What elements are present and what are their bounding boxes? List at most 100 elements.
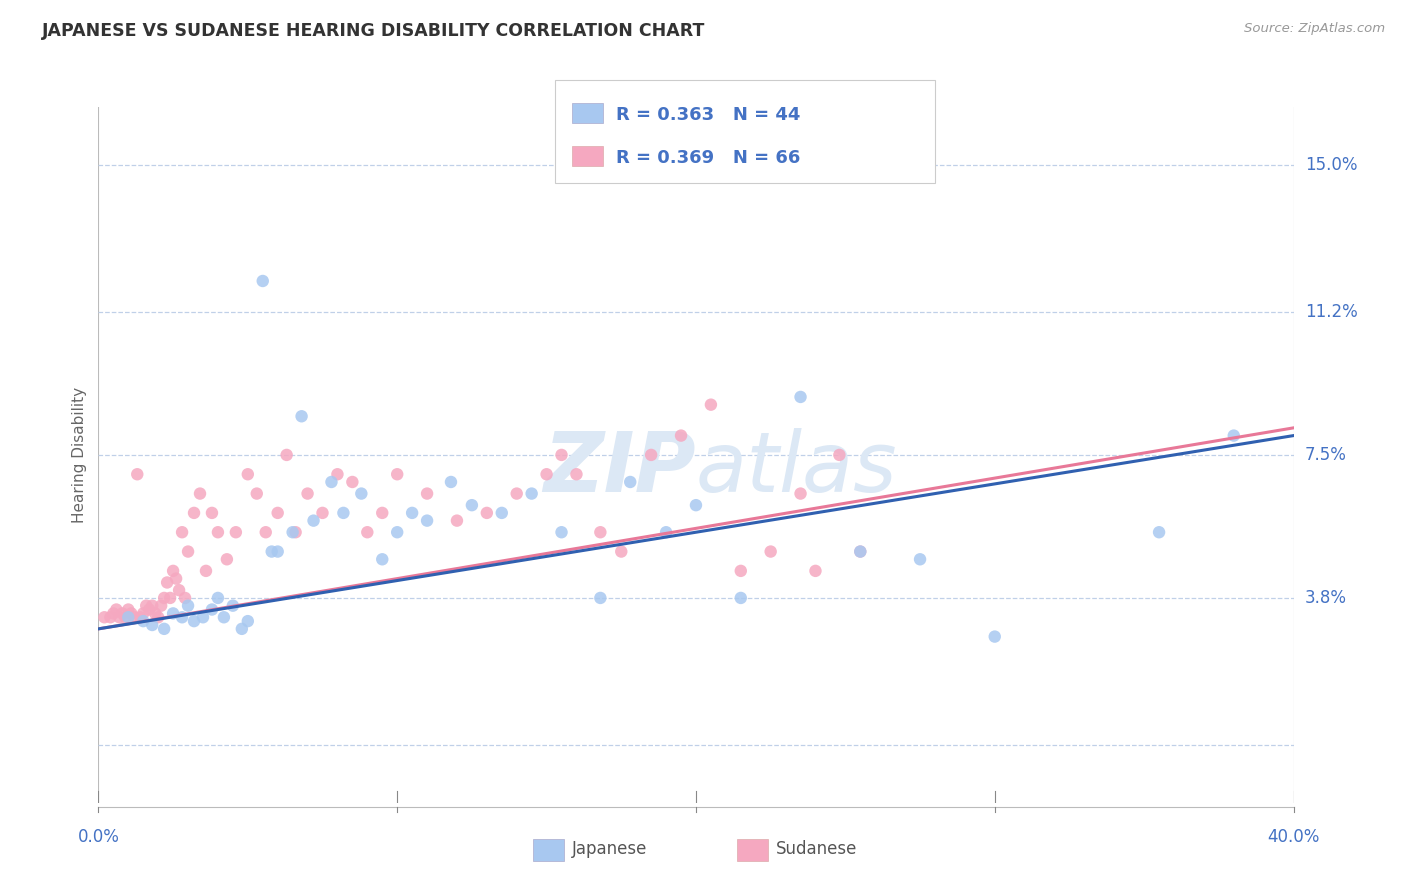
- Point: [132, 614, 155, 628]
- Point: [174, 591, 197, 605]
- Point: [141, 599, 163, 613]
- Point: [350, 486, 373, 500]
- Point: [260, 544, 283, 558]
- Point: [246, 486, 269, 500]
- Point: [127, 467, 149, 482]
- Point: [685, 498, 707, 512]
- Point: [143, 607, 166, 621]
- Point: [983, 630, 1005, 644]
- Point: [207, 591, 229, 605]
- Point: [98, 610, 122, 624]
- Text: R = 0.363   N = 44: R = 0.363 N = 44: [616, 106, 800, 124]
- Point: [290, 409, 312, 424]
- Point: [371, 552, 394, 566]
- Point: [356, 525, 378, 540]
- Point: [550, 525, 572, 540]
- Point: [1147, 525, 1170, 540]
- Point: [789, 486, 811, 500]
- Point: [565, 467, 588, 482]
- Point: [138, 602, 160, 616]
- Point: [491, 506, 513, 520]
- Point: [461, 498, 484, 512]
- Text: atlas: atlas: [696, 428, 897, 509]
- Point: [385, 467, 409, 482]
- Point: [150, 599, 173, 613]
- Text: JAPANESE VS SUDANESE HEARING DISABILITY CORRELATION CHART: JAPANESE VS SUDANESE HEARING DISABILITY …: [42, 22, 706, 40]
- Point: [162, 607, 184, 621]
- Point: [804, 564, 827, 578]
- Point: [276, 448, 298, 462]
- Point: [700, 398, 723, 412]
- Point: [129, 610, 152, 624]
- Point: [114, 610, 136, 624]
- Point: [183, 506, 205, 520]
- Point: [183, 614, 205, 628]
- Point: [520, 486, 543, 500]
- Point: [267, 544, 290, 558]
- Point: [506, 486, 529, 500]
- Point: [416, 514, 439, 528]
- Text: 15.0%: 15.0%: [1305, 156, 1357, 174]
- Point: [194, 564, 218, 578]
- Y-axis label: Hearing Disability: Hearing Disability: [72, 387, 87, 523]
- Point: [849, 544, 872, 558]
- Point: [93, 610, 115, 624]
- Point: [108, 610, 131, 624]
- Text: 7.5%: 7.5%: [1305, 446, 1347, 464]
- Point: [212, 610, 235, 624]
- Point: [385, 525, 409, 540]
- Point: [159, 591, 181, 605]
- Point: [124, 610, 146, 624]
- Point: [135, 599, 157, 613]
- Point: [120, 607, 142, 621]
- Point: [201, 506, 224, 520]
- Point: [326, 467, 349, 482]
- Point: [105, 602, 128, 616]
- Point: [655, 525, 678, 540]
- Point: [117, 602, 139, 616]
- Point: [236, 614, 259, 628]
- Point: [730, 591, 752, 605]
- Point: [610, 544, 633, 558]
- Point: [789, 390, 811, 404]
- Point: [215, 552, 238, 566]
- Point: [619, 475, 641, 489]
- Text: Japanese: Japanese: [572, 840, 648, 858]
- Point: [111, 607, 134, 621]
- Point: [281, 525, 304, 540]
- Point: [302, 514, 325, 528]
- Text: ZIP: ZIP: [543, 428, 696, 509]
- Point: [332, 506, 354, 520]
- Point: [191, 610, 214, 624]
- Point: [201, 602, 224, 616]
- Point: [311, 506, 333, 520]
- Point: [188, 486, 211, 500]
- Point: [849, 544, 872, 558]
- Text: 11.2%: 11.2%: [1305, 303, 1357, 321]
- Text: 40.0%: 40.0%: [1267, 828, 1320, 846]
- Point: [440, 475, 463, 489]
- Point: [148, 610, 170, 624]
- Point: [254, 525, 277, 540]
- Point: [371, 506, 394, 520]
- Text: R = 0.369   N = 66: R = 0.369 N = 66: [616, 149, 800, 167]
- Point: [416, 486, 439, 500]
- Text: Source: ZipAtlas.com: Source: ZipAtlas.com: [1244, 22, 1385, 36]
- Point: [730, 564, 752, 578]
- Point: [231, 622, 253, 636]
- Point: [172, 525, 194, 540]
- Point: [550, 448, 572, 462]
- Text: 3.8%: 3.8%: [1305, 589, 1347, 607]
- Point: [172, 610, 194, 624]
- Point: [117, 610, 139, 624]
- Point: [475, 506, 498, 520]
- Point: [759, 544, 782, 558]
- Point: [267, 506, 290, 520]
- Point: [153, 591, 176, 605]
- Point: [297, 486, 319, 500]
- Text: Sudanese: Sudanese: [776, 840, 858, 858]
- Point: [536, 467, 558, 482]
- Point: [446, 514, 468, 528]
- Point: [321, 475, 343, 489]
- Point: [252, 274, 274, 288]
